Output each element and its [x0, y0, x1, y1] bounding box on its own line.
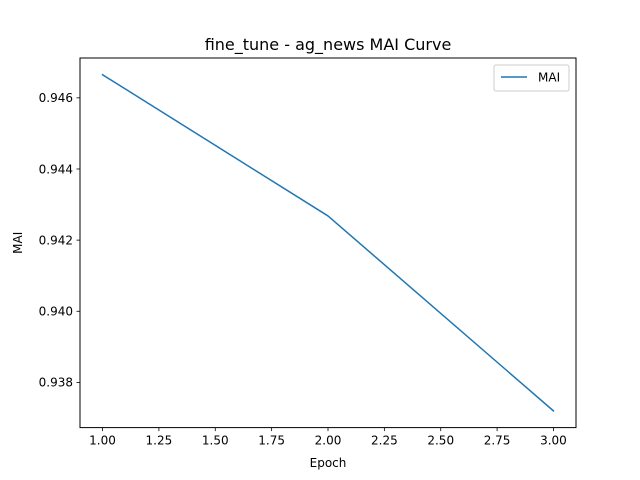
x-tick-label: 2.25	[371, 434, 398, 448]
y-tick-label: 0.944	[39, 162, 73, 176]
x-tick-label: 2.50	[427, 434, 454, 448]
legend-box	[493, 64, 570, 92]
y-tick-label: 0.942	[39, 233, 73, 247]
y-tick-label: 0.938	[39, 376, 73, 390]
x-tick-label: 3.00	[540, 434, 567, 448]
x-tick-label: 1.50	[202, 434, 229, 448]
x-tick-label: 1.75	[258, 434, 285, 448]
legend-label: MAI	[538, 71, 560, 85]
x-axis-label: Epoch	[310, 456, 347, 470]
x-tick-label: 1.25	[146, 434, 173, 448]
plot-area	[79, 57, 577, 429]
chart-title: fine_tune - ag_news MAI Curve	[205, 35, 452, 55]
x-tick-label: 1.00	[89, 434, 116, 448]
x-axis-ticks: 1.00 1.25 1.50 1.75 2.00 2.25 2.50 2.75 3.00	[89, 427, 567, 448]
y-axis-label: MAI	[11, 232, 25, 254]
y-tick-label: 0.940	[39, 305, 73, 319]
series-layer	[101, 73, 555, 412]
series-line-mai	[101, 73, 555, 412]
x-tick-label: 2.75	[484, 434, 511, 448]
y-axis-ticks: 0.938 0.940 0.942 0.944 0.946	[39, 91, 80, 390]
legend: MAI	[493, 64, 570, 92]
y-tick-label: 0.946	[39, 91, 73, 105]
x-tick-label: 2.00	[315, 434, 342, 448]
